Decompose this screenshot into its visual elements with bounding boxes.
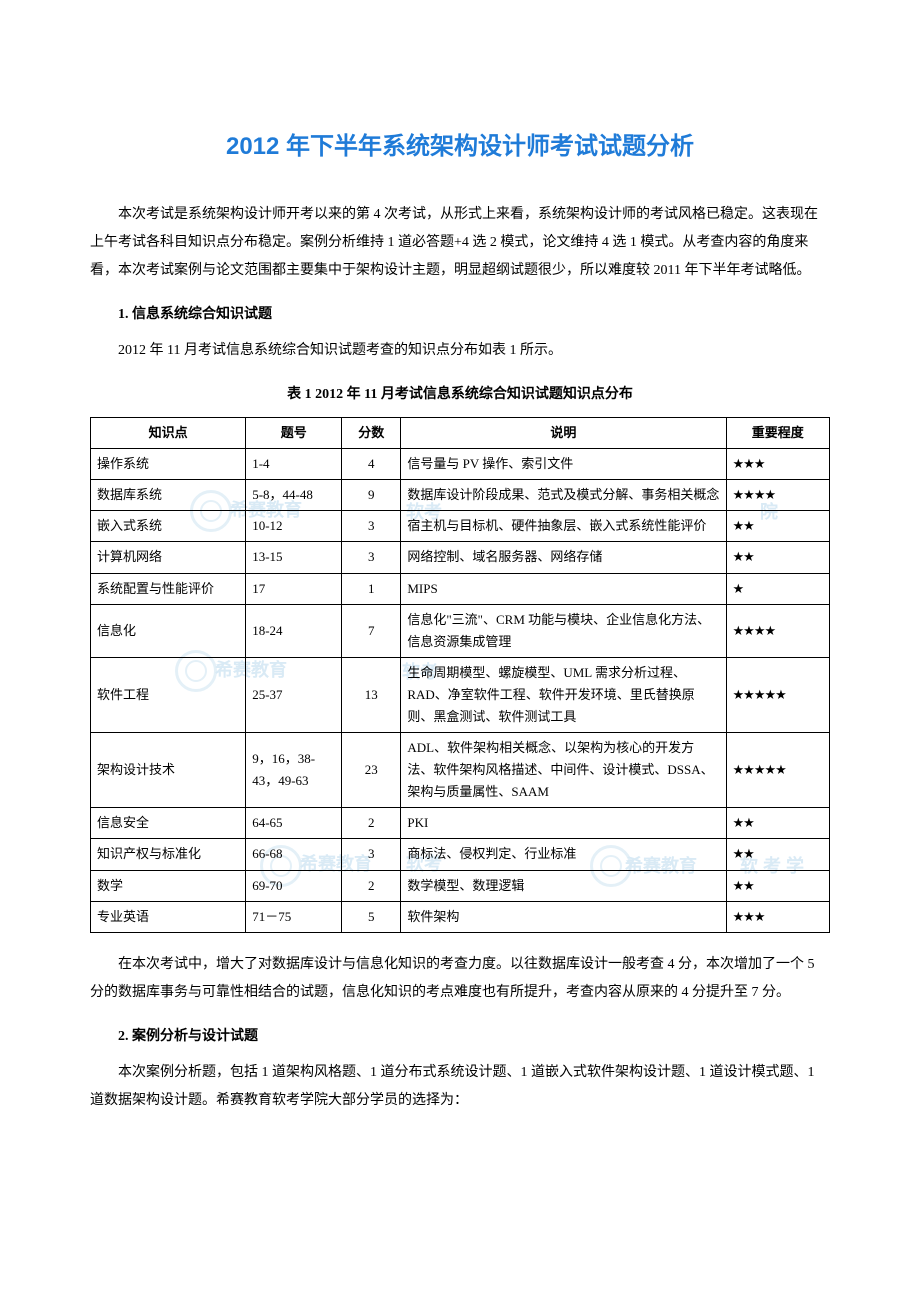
cell-score: 23 bbox=[342, 733, 401, 808]
document-page: 2012 年下半年系统架构设计师考试试题分析 本次考试是系统架构设计师开考以来的… bbox=[0, 0, 920, 1302]
table-row: 信息安全64-652PKI★★ bbox=[91, 808, 830, 839]
table-row: 信息化18-247信息化"三流"、CRM 功能与模块、企业信息化方法、信息资源集… bbox=[91, 604, 830, 657]
table-row: 专业英语71－755软件架构★★★ bbox=[91, 901, 830, 932]
cell-description: 生命周期模型、螺旋模型、UML 需求分析过程、RAD、净室软件工程、软件开发环境… bbox=[401, 657, 726, 732]
cell-score: 3 bbox=[342, 542, 401, 573]
cell-knowledge-point: 信息安全 bbox=[91, 808, 246, 839]
cell-question-numbers: 66-68 bbox=[246, 839, 342, 870]
cell-knowledge-point: 知识产权与标准化 bbox=[91, 839, 246, 870]
cell-description: ADL、软件架构相关概念、以架构为核心的开发方法、软件架构风格描述、中间件、设计… bbox=[401, 733, 726, 808]
cell-description: MIPS bbox=[401, 573, 726, 604]
table-row: 操作系统1-44信号量与 PV 操作、索引文件★★★ bbox=[91, 449, 830, 480]
cell-score: 2 bbox=[342, 808, 401, 839]
cell-importance: ★★★ bbox=[726, 901, 829, 932]
cell-importance: ★★★★ bbox=[726, 604, 829, 657]
table-row: 软件工程25-3713生命周期模型、螺旋模型、UML 需求分析过程、RAD、净室… bbox=[91, 657, 830, 732]
page-title: 2012 年下半年系统架构设计师考试试题分析 bbox=[90, 126, 830, 161]
cell-score: 5 bbox=[342, 901, 401, 932]
cell-importance: ★★★★★ bbox=[726, 657, 829, 732]
cell-importance: ★★★★ bbox=[726, 480, 829, 511]
cell-question-numbers: 13-15 bbox=[246, 542, 342, 573]
cell-question-numbers: 1-4 bbox=[246, 449, 342, 480]
cell-description: 数学模型、数理逻辑 bbox=[401, 870, 726, 901]
cell-score: 1 bbox=[342, 573, 401, 604]
cell-knowledge-point: 系统配置与性能评价 bbox=[91, 573, 246, 604]
cell-score: 2 bbox=[342, 870, 401, 901]
cell-importance: ★★★★★ bbox=[726, 733, 829, 808]
section-1-heading: 1. 信息系统综合知识试题 bbox=[90, 303, 830, 323]
cell-question-numbers: 9，16，38-43，49-63 bbox=[246, 733, 342, 808]
cell-knowledge-point: 数学 bbox=[91, 870, 246, 901]
cell-score: 7 bbox=[342, 604, 401, 657]
cell-score: 3 bbox=[342, 839, 401, 870]
cell-importance: ★ bbox=[726, 573, 829, 604]
table-row: 架构设计技术9，16，38-43，49-6323ADL、软件架构相关概念、以架构… bbox=[91, 733, 830, 808]
table-row: 数据库系统5-8，44-489数据库设计阶段成果、范式及模式分解、事务相关概念★… bbox=[91, 480, 830, 511]
th-knowledge-point: 知识点 bbox=[91, 418, 246, 449]
cell-importance: ★★ bbox=[726, 808, 829, 839]
section-2-heading: 2. 案例分析与设计试题 bbox=[90, 1025, 830, 1045]
cell-description: 信号量与 PV 操作、索引文件 bbox=[401, 449, 726, 480]
table-row: 数学69-702数学模型、数理逻辑★★ bbox=[91, 870, 830, 901]
cell-importance: ★★★ bbox=[726, 449, 829, 480]
cell-description: 网络控制、域名服务器、网络存储 bbox=[401, 542, 726, 573]
table-row: 知识产权与标准化66-683商标法、侵权判定、行业标准★★ bbox=[91, 839, 830, 870]
cell-question-numbers: 25-37 bbox=[246, 657, 342, 732]
cell-score: 3 bbox=[342, 511, 401, 542]
cell-question-numbers: 71－75 bbox=[246, 901, 342, 932]
cell-description: PKI bbox=[401, 808, 726, 839]
cell-question-numbers: 69-70 bbox=[246, 870, 342, 901]
cell-description: 宿主机与目标机、硬件抽象层、嵌入式系统性能评价 bbox=[401, 511, 726, 542]
table-row: 嵌入式系统10-123宿主机与目标机、硬件抽象层、嵌入式系统性能评价★★ bbox=[91, 511, 830, 542]
cell-description: 数据库设计阶段成果、范式及模式分解、事务相关概念 bbox=[401, 480, 726, 511]
cell-score: 13 bbox=[342, 657, 401, 732]
cell-knowledge-point: 嵌入式系统 bbox=[91, 511, 246, 542]
cell-knowledge-point: 软件工程 bbox=[91, 657, 246, 732]
cell-score: 4 bbox=[342, 449, 401, 480]
cell-knowledge-point: 操作系统 bbox=[91, 449, 246, 480]
table-wrapper: 知识点 题号 分数 说明 重要程度 操作系统1-44信号量与 PV 操作、索引文… bbox=[90, 417, 830, 933]
cell-importance: ★★ bbox=[726, 542, 829, 573]
cell-question-numbers: 17 bbox=[246, 573, 342, 604]
cell-importance: ★★ bbox=[726, 870, 829, 901]
table-caption: 表 1 2012 年 11 月考试信息系统综合知识试题知识点分布 bbox=[90, 383, 830, 403]
th-question-numbers: 题号 bbox=[246, 418, 342, 449]
section-2-lead: 本次案例分析题，包括 1 道架构风格题、1 道分布式系统设计题、1 道嵌入式软件… bbox=[90, 1059, 830, 1115]
th-description: 说明 bbox=[401, 418, 726, 449]
cell-description: 软件架构 bbox=[401, 901, 726, 932]
intro-paragraph: 本次考试是系统架构设计师开考以来的第 4 次考试，从形式上来看，系统架构设计师的… bbox=[90, 201, 830, 285]
cell-description: 商标法、侵权判定、行业标准 bbox=[401, 839, 726, 870]
cell-question-numbers: 10-12 bbox=[246, 511, 342, 542]
th-score: 分数 bbox=[342, 418, 401, 449]
cell-description: 信息化"三流"、CRM 功能与模块、企业信息化方法、信息资源集成管理 bbox=[401, 604, 726, 657]
table-header-row: 知识点 题号 分数 说明 重要程度 bbox=[91, 418, 830, 449]
cell-knowledge-point: 计算机网络 bbox=[91, 542, 246, 573]
cell-question-numbers: 64-65 bbox=[246, 808, 342, 839]
cell-knowledge-point: 专业英语 bbox=[91, 901, 246, 932]
cell-knowledge-point: 数据库系统 bbox=[91, 480, 246, 511]
th-importance: 重要程度 bbox=[726, 418, 829, 449]
cell-question-numbers: 18-24 bbox=[246, 604, 342, 657]
table-row: 计算机网络13-153网络控制、域名服务器、网络存储★★ bbox=[91, 542, 830, 573]
post-table-paragraph: 在本次考试中，增大了对数据库设计与信息化知识的考查力度。以往数据库设计一般考查 … bbox=[90, 951, 830, 1007]
knowledge-points-table: 知识点 题号 分数 说明 重要程度 操作系统1-44信号量与 PV 操作、索引文… bbox=[90, 417, 830, 933]
cell-importance: ★★ bbox=[726, 511, 829, 542]
cell-importance: ★★ bbox=[726, 839, 829, 870]
cell-question-numbers: 5-8，44-48 bbox=[246, 480, 342, 511]
cell-score: 9 bbox=[342, 480, 401, 511]
cell-knowledge-point: 架构设计技术 bbox=[91, 733, 246, 808]
cell-knowledge-point: 信息化 bbox=[91, 604, 246, 657]
table-row: 系统配置与性能评价171MIPS★ bbox=[91, 573, 830, 604]
section-1-lead: 2012 年 11 月考试信息系统综合知识试题考查的知识点分布如表 1 所示。 bbox=[90, 337, 830, 365]
